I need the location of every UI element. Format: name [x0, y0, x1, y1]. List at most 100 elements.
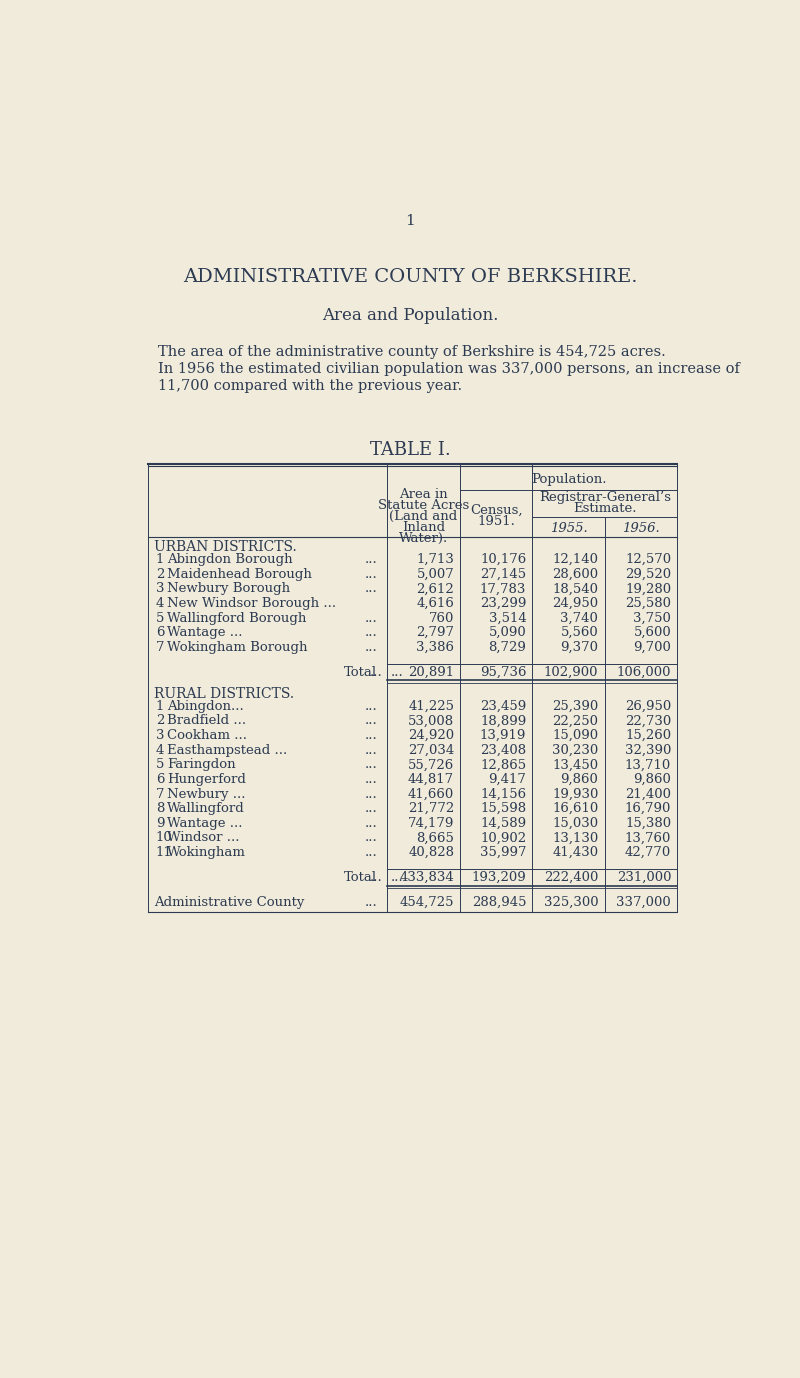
Text: 9,700: 9,700 — [634, 641, 671, 655]
Text: 13,760: 13,760 — [625, 831, 671, 845]
Text: Inland: Inland — [402, 521, 445, 533]
Text: 35,997: 35,997 — [480, 846, 526, 858]
Text: ...: ... — [365, 729, 378, 741]
Text: ...: ... — [365, 817, 378, 830]
Text: 13,450: 13,450 — [552, 758, 598, 772]
Text: 13,919: 13,919 — [480, 729, 526, 741]
Text: 15,260: 15,260 — [625, 729, 671, 741]
Text: 10: 10 — [156, 831, 173, 845]
Text: 21,772: 21,772 — [408, 802, 454, 816]
Text: Wokingham: Wokingham — [167, 846, 246, 858]
Text: 53,008: 53,008 — [408, 714, 454, 728]
Text: 9,860: 9,860 — [634, 773, 671, 785]
Text: 337,000: 337,000 — [617, 896, 671, 908]
Text: 24,950: 24,950 — [552, 597, 598, 610]
Text: Administrative County: Administrative County — [154, 896, 305, 908]
Text: TABLE I.: TABLE I. — [370, 441, 450, 459]
Text: 15,380: 15,380 — [625, 817, 671, 830]
Text: 12,140: 12,140 — [552, 553, 598, 566]
Text: 12,570: 12,570 — [625, 553, 671, 566]
Text: Estimate.: Estimate. — [573, 502, 637, 515]
Text: ...: ... — [365, 568, 378, 580]
Text: Abingdon Borough: Abingdon Borough — [167, 553, 293, 566]
Text: Easthampstead ...: Easthampstead ... — [167, 744, 288, 757]
Text: 102,900: 102,900 — [544, 666, 598, 678]
Text: Cookham ...: Cookham ... — [167, 729, 247, 741]
Text: 5,560: 5,560 — [561, 626, 598, 639]
Text: 3: 3 — [156, 583, 164, 595]
Text: ...: ... — [370, 666, 382, 678]
Text: 25,390: 25,390 — [552, 700, 598, 712]
Text: 14,589: 14,589 — [480, 817, 526, 830]
Text: ...: ... — [365, 802, 378, 816]
Text: 5: 5 — [156, 758, 164, 772]
Text: Area in: Area in — [399, 488, 448, 502]
Text: 41,430: 41,430 — [552, 846, 598, 858]
Text: 26,950: 26,950 — [625, 700, 671, 712]
Text: 18,899: 18,899 — [480, 714, 526, 728]
Text: 5,007: 5,007 — [417, 568, 454, 580]
Text: 1955.: 1955. — [550, 521, 587, 535]
Text: 25,580: 25,580 — [625, 597, 671, 610]
Text: Total: Total — [344, 666, 378, 678]
Text: Area and Population.: Area and Population. — [322, 307, 498, 324]
Text: 13,710: 13,710 — [625, 758, 671, 772]
Text: 433,834: 433,834 — [399, 871, 454, 883]
Text: 21,400: 21,400 — [625, 788, 671, 801]
Text: ...: ... — [365, 846, 378, 858]
Text: 1,713: 1,713 — [416, 553, 454, 566]
Text: 3,750: 3,750 — [634, 612, 671, 624]
Text: 17,783: 17,783 — [480, 583, 526, 595]
Text: 3: 3 — [156, 729, 164, 741]
Text: ...: ... — [365, 700, 378, 712]
Text: Registrar-General’s: Registrar-General’s — [539, 492, 671, 504]
Text: 9,417: 9,417 — [488, 773, 526, 785]
Text: 8,665: 8,665 — [416, 831, 454, 845]
Text: 11,700 compared with the previous year.: 11,700 compared with the previous year. — [158, 379, 462, 393]
Text: 24,920: 24,920 — [408, 729, 454, 741]
Text: Wantage ...: Wantage ... — [167, 817, 243, 830]
Text: 231,000: 231,000 — [617, 871, 671, 883]
Text: 41,225: 41,225 — [408, 700, 454, 712]
Text: Population.: Population. — [531, 473, 606, 486]
Text: 1956.: 1956. — [622, 521, 660, 535]
Text: 15,090: 15,090 — [552, 729, 598, 741]
Text: 222,400: 222,400 — [544, 871, 598, 883]
Text: 16,610: 16,610 — [552, 802, 598, 816]
Text: 40,828: 40,828 — [408, 846, 454, 858]
Text: ...: ... — [365, 758, 378, 772]
Text: Statute Acres: Statute Acres — [378, 499, 469, 513]
Text: 760: 760 — [429, 612, 454, 624]
Text: Abingdon...: Abingdon... — [167, 700, 244, 712]
Text: ...: ... — [365, 553, 378, 566]
Text: 11: 11 — [156, 846, 173, 858]
Text: Water).: Water). — [399, 532, 448, 544]
Text: Faringdon: Faringdon — [167, 758, 236, 772]
Text: 3,514: 3,514 — [489, 612, 526, 624]
Text: 27,034: 27,034 — [408, 744, 454, 757]
Text: 4,616: 4,616 — [416, 597, 454, 610]
Text: 1: 1 — [156, 553, 164, 566]
Text: 2: 2 — [156, 568, 164, 580]
Text: 29,520: 29,520 — [625, 568, 671, 580]
Text: 3,740: 3,740 — [561, 612, 598, 624]
Text: Wokingham Borough: Wokingham Borough — [167, 641, 308, 655]
Text: The area of the administrative county of Berkshire is 454,725 acres.: The area of the administrative county of… — [158, 344, 666, 358]
Text: 7: 7 — [156, 788, 164, 801]
Text: Hungerford: Hungerford — [167, 773, 246, 785]
Text: 15,030: 15,030 — [552, 817, 598, 830]
Text: 55,726: 55,726 — [408, 758, 454, 772]
Text: 23,459: 23,459 — [480, 700, 526, 712]
Text: Bradfield ...: Bradfield ... — [167, 714, 246, 728]
Text: Wallingford: Wallingford — [167, 802, 245, 816]
Text: 106,000: 106,000 — [617, 666, 671, 678]
Text: 16,790: 16,790 — [625, 802, 671, 816]
Text: 288,945: 288,945 — [472, 896, 526, 908]
Text: 2,797: 2,797 — [416, 626, 454, 639]
Text: ...: ... — [365, 788, 378, 801]
Text: ...: ... — [365, 714, 378, 728]
Text: Newbury Borough: Newbury Borough — [167, 583, 290, 595]
Text: 41,660: 41,660 — [408, 788, 454, 801]
Text: 1: 1 — [405, 214, 415, 227]
Text: New Windsor Borough ...: New Windsor Borough ... — [167, 597, 337, 610]
